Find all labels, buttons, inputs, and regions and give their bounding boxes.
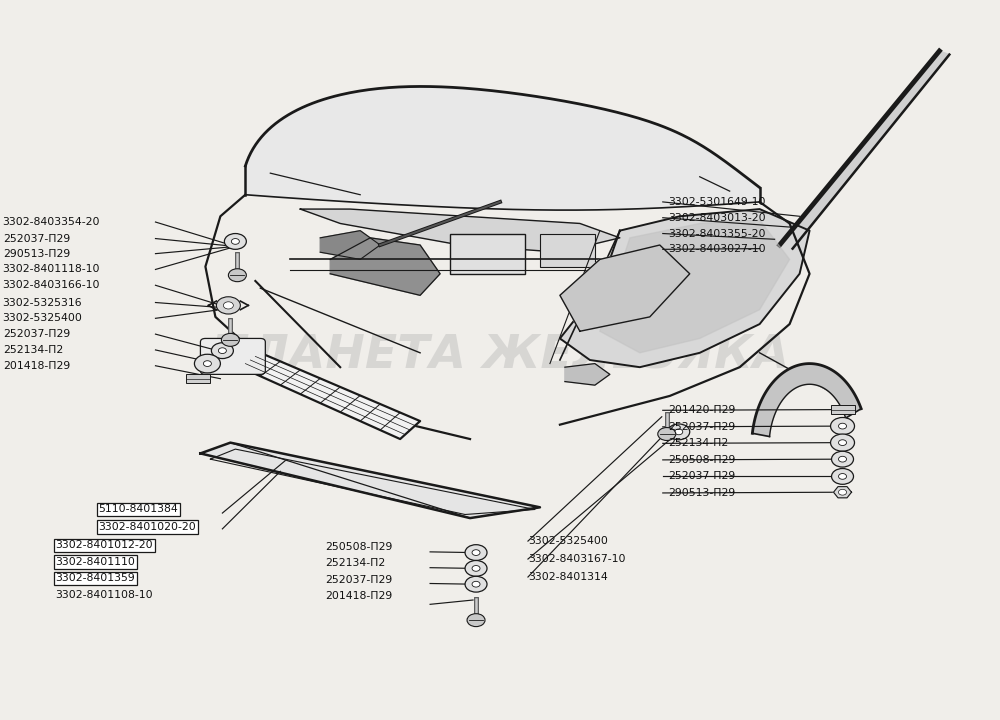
Circle shape bbox=[221, 333, 239, 346]
Text: 201418-П29: 201418-П29 bbox=[3, 361, 70, 371]
Circle shape bbox=[216, 297, 240, 314]
Polygon shape bbox=[240, 353, 420, 439]
Text: 290513-П29: 290513-П29 bbox=[3, 248, 70, 258]
Polygon shape bbox=[330, 238, 440, 295]
Text: 201420-П29: 201420-П29 bbox=[668, 405, 735, 415]
Polygon shape bbox=[565, 364, 610, 385]
Text: 3302-8401012-20: 3302-8401012-20 bbox=[56, 541, 153, 550]
Text: 252037-П29: 252037-П29 bbox=[3, 233, 70, 243]
Bar bbox=[540, 234, 595, 266]
Text: 3302-8401314: 3302-8401314 bbox=[528, 572, 608, 582]
Polygon shape bbox=[300, 209, 620, 252]
Text: 252134-П2: 252134-П2 bbox=[325, 559, 385, 568]
Text: 3302-8401359: 3302-8401359 bbox=[56, 573, 135, 583]
Circle shape bbox=[831, 418, 855, 435]
Circle shape bbox=[839, 440, 847, 446]
Text: 201418-П29: 201418-П29 bbox=[325, 591, 392, 601]
Circle shape bbox=[838, 490, 847, 495]
Text: 3302-8401110: 3302-8401110 bbox=[56, 557, 135, 567]
Polygon shape bbox=[320, 230, 380, 259]
Bar bbox=[450, 234, 525, 274]
Circle shape bbox=[658, 428, 676, 441]
Polygon shape bbox=[752, 364, 861, 436]
Circle shape bbox=[203, 361, 211, 366]
Circle shape bbox=[194, 354, 220, 373]
Circle shape bbox=[472, 549, 480, 555]
Text: 3302-8403013-20: 3302-8403013-20 bbox=[668, 212, 765, 222]
Polygon shape bbox=[245, 86, 760, 210]
Text: 3302-5325316: 3302-5325316 bbox=[3, 297, 82, 307]
Text: 3302-8403354-20: 3302-8403354-20 bbox=[3, 217, 100, 227]
Circle shape bbox=[465, 576, 487, 592]
Text: 290513-П29: 290513-П29 bbox=[668, 488, 735, 498]
Bar bbox=[831, 405, 855, 414]
Text: 250508-П29: 250508-П29 bbox=[668, 455, 735, 465]
Circle shape bbox=[467, 613, 485, 626]
Text: 3302-8403355-20: 3302-8403355-20 bbox=[668, 228, 765, 238]
Circle shape bbox=[465, 545, 487, 560]
Circle shape bbox=[832, 451, 854, 467]
Circle shape bbox=[472, 581, 480, 587]
Text: 252037-П29: 252037-П29 bbox=[668, 472, 735, 482]
Circle shape bbox=[831, 434, 855, 451]
Text: 252037-П29: 252037-П29 bbox=[668, 422, 735, 432]
Circle shape bbox=[465, 560, 487, 576]
Text: 3302-8403167-10: 3302-8403167-10 bbox=[528, 554, 625, 564]
Text: 252134-П2: 252134-П2 bbox=[668, 438, 728, 449]
Circle shape bbox=[839, 456, 847, 462]
Circle shape bbox=[668, 424, 690, 440]
Circle shape bbox=[839, 474, 847, 480]
Text: 3302-8401108-10: 3302-8401108-10 bbox=[56, 590, 153, 600]
Text: 3302-8403027-10: 3302-8403027-10 bbox=[668, 244, 765, 254]
Circle shape bbox=[228, 269, 246, 282]
Circle shape bbox=[472, 565, 480, 571]
Text: 3302-5325400: 3302-5325400 bbox=[3, 313, 83, 323]
Text: ПЛАНЕТА ЖЕЛЕЗЯКА: ПЛАНЕТА ЖЕЛЕЗЯКА bbox=[210, 334, 790, 379]
Text: 3302-5301649-10: 3302-5301649-10 bbox=[668, 197, 765, 207]
Text: 3302-8401020-20: 3302-8401020-20 bbox=[99, 523, 196, 532]
Text: 250508-П29: 250508-П29 bbox=[325, 542, 393, 552]
Text: 252037-П29: 252037-П29 bbox=[3, 329, 70, 339]
FancyBboxPatch shape bbox=[200, 338, 265, 374]
Circle shape bbox=[675, 429, 683, 435]
Text: 3302-8401118-10: 3302-8401118-10 bbox=[3, 264, 100, 274]
Text: 252037-П29: 252037-П29 bbox=[325, 575, 392, 585]
Circle shape bbox=[224, 233, 246, 249]
Bar bbox=[186, 374, 210, 383]
Circle shape bbox=[231, 238, 239, 244]
Polygon shape bbox=[560, 245, 690, 331]
Polygon shape bbox=[780, 51, 949, 248]
Polygon shape bbox=[560, 209, 810, 367]
Circle shape bbox=[832, 469, 854, 485]
Text: 3302-5325400: 3302-5325400 bbox=[528, 536, 608, 546]
Polygon shape bbox=[200, 443, 540, 518]
Text: 5110-8401384: 5110-8401384 bbox=[99, 505, 178, 515]
Circle shape bbox=[211, 343, 233, 359]
Circle shape bbox=[218, 348, 226, 354]
Polygon shape bbox=[600, 220, 790, 353]
Text: 3302-8403166-10: 3302-8403166-10 bbox=[3, 280, 100, 290]
Polygon shape bbox=[834, 487, 852, 498]
Circle shape bbox=[223, 302, 233, 309]
Circle shape bbox=[839, 423, 847, 429]
Text: 252134-П2: 252134-П2 bbox=[3, 345, 63, 355]
